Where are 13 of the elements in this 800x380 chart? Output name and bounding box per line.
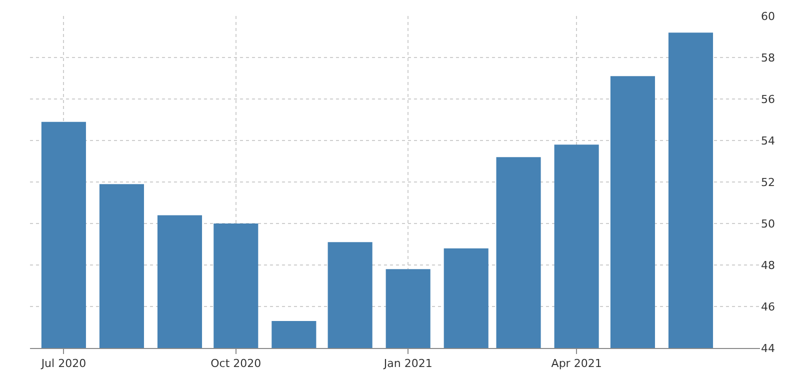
y-tick-label: 52	[761, 176, 775, 189]
y-tick-label: 44	[761, 342, 775, 355]
x-tick-label: Jul 2020	[40, 357, 86, 370]
y-tick-label: 56	[761, 92, 775, 106]
y-tick-label: 58	[761, 51, 775, 64]
y-tick-label: 50	[761, 217, 775, 230]
y-tick-label: 48	[761, 258, 775, 272]
x-tick-label: Jan 2021	[382, 357, 432, 370]
x-tick-label: Apr 2021	[551, 357, 602, 370]
y-tick-label: 60	[761, 10, 775, 23]
y-tick-label: 54	[761, 134, 775, 148]
x-tick-label: Oct 2020	[210, 357, 262, 370]
y-tick-label: 46	[761, 300, 775, 314]
